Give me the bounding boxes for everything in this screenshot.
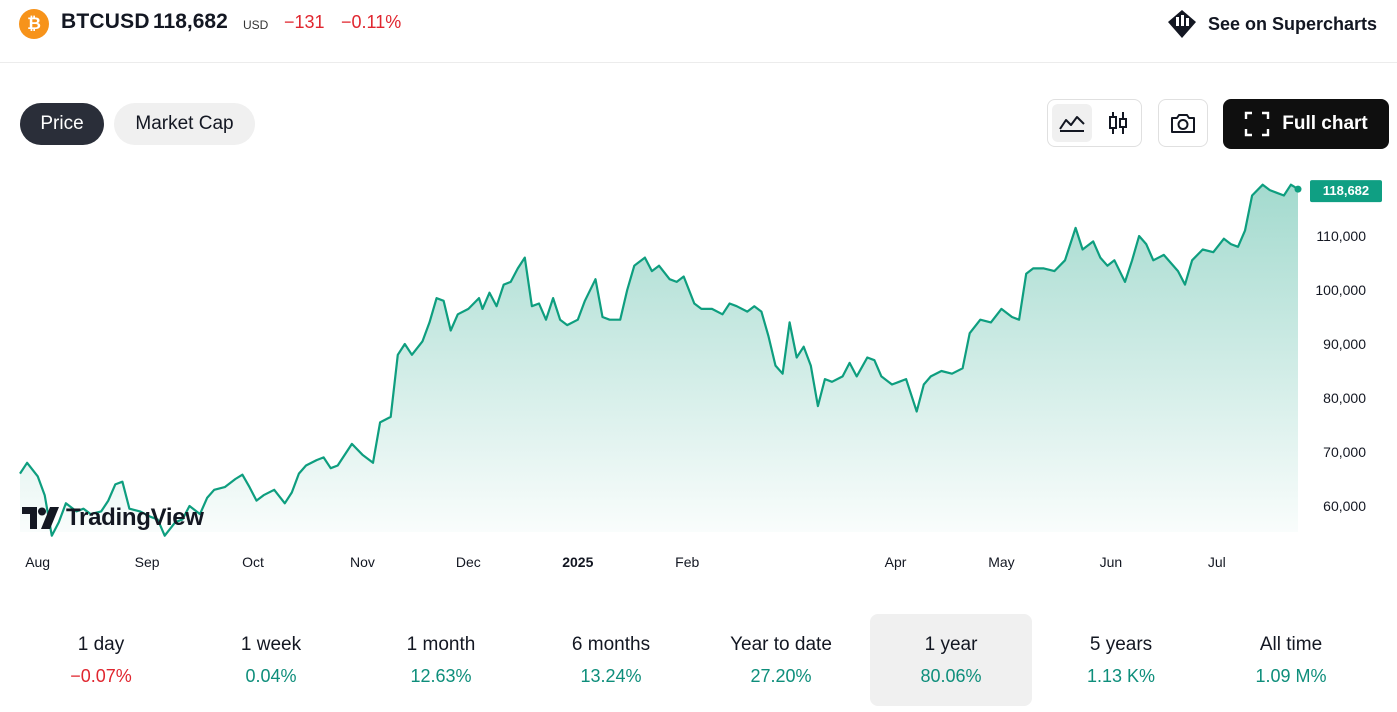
x-tick-label: Sep	[135, 554, 160, 570]
full-chart-button[interactable]: Full chart	[1223, 99, 1389, 149]
bitcoin-icon: ₿	[19, 9, 49, 39]
x-tick-label: Feb	[675, 554, 699, 570]
performance-periods: 1 day −0.07% 1 week 0.04% 1 month 12.63% 6 mon…	[20, 614, 1378, 706]
period-label: 5 years	[1089, 634, 1153, 655]
period-tab[interactable]: 1 week 0.04%	[190, 614, 352, 706]
y-tick-label: 80,000	[1323, 390, 1366, 406]
last-price-label: 118,682	[1310, 180, 1382, 203]
snapshot-button[interactable]	[1158, 99, 1208, 147]
price-change-percent: −0.11%	[341, 12, 402, 32]
candles-chart-button[interactable]	[1098, 104, 1138, 142]
y-tick-label: 110,000	[1316, 228, 1366, 244]
y-tick-label: 60,000	[1323, 498, 1366, 514]
period-tab[interactable]: 6 months 13.24%	[530, 614, 692, 706]
period-label: 6 months	[571, 634, 651, 655]
x-tick-label: Apr	[885, 554, 907, 570]
symbol-header: ₿ BTCUSD 118,682 USD −131 −0.11% See on …	[0, 0, 1397, 63]
x-tick-label: Oct	[242, 554, 264, 570]
y-tick-label: 100,000	[1315, 282, 1366, 298]
currency-label: USD	[243, 18, 269, 32]
chart-type-switcher	[1047, 99, 1142, 147]
symbol-name[interactable]: BTCUSD	[61, 10, 150, 33]
period-change: 1.09 M%	[1255, 666, 1327, 686]
x-tick-label: Nov	[350, 554, 375, 570]
x-tick-label: Aug	[25, 554, 50, 570]
supercharts-icon	[1168, 10, 1196, 38]
area-chart-button[interactable]	[1052, 104, 1092, 142]
period-tab[interactable]: 1 day −0.07%	[20, 614, 182, 706]
x-tick-label: Dec	[456, 554, 481, 570]
period-tab[interactable]: 5 years 1.13 K%	[1040, 614, 1202, 706]
area-chart-icon	[1059, 116, 1085, 132]
period-change: 1.13 K%	[1086, 666, 1156, 686]
period-tab[interactable]: Year to date 27.20%	[700, 614, 862, 706]
x-tick-label: May	[988, 554, 1014, 570]
period-tab[interactable]: 1 month 12.63%	[360, 614, 522, 706]
full-chart-label: Full chart	[1282, 113, 1368, 134]
y-tick-label: 90,000	[1323, 336, 1366, 352]
period-change: −0.07%	[70, 666, 132, 686]
market-cap-toggle[interactable]: Market Cap	[114, 103, 255, 145]
see-on-supercharts-link[interactable]: See on Supercharts	[1166, 7, 1377, 41]
candles-icon	[1109, 112, 1127, 134]
price-change: −131	[284, 12, 325, 32]
period-label: 1 month	[406, 634, 476, 655]
x-axis: Aug Sep Oct Nov Dec 2025 Feb Apr May Jun Jul	[25, 554, 1226, 570]
period-label: 1 year	[924, 634, 978, 655]
last-price-dot	[1294, 185, 1302, 193]
period-tab[interactable]: 1 year 80.06%	[870, 614, 1032, 706]
x-tick-label: Jun	[1100, 554, 1123, 570]
last-price: 118,682	[153, 10, 228, 33]
period-change: 80.06%	[920, 666, 982, 686]
price-toggle[interactable]: Price	[20, 103, 104, 145]
tradingview-wordmark: TradingView	[66, 504, 204, 531]
period-label: All time	[1259, 634, 1323, 655]
period-change: 27.20%	[750, 666, 812, 686]
period-label: 1 day	[77, 634, 125, 655]
period-label: Year to date	[730, 634, 832, 655]
x-tick-label: 2025	[562, 554, 593, 570]
period-change: 0.04%	[245, 666, 297, 686]
y-axis: 110,000 100,000 90,000 80,000 70,000 60,000	[1315, 228, 1366, 514]
price-chart[interactable]: 110,000 100,000 90,000 80,000 70,000 60,000 A…	[0, 170, 1397, 580]
price-line	[19, 183, 1299, 537]
supercharts-label: See on Supercharts	[1208, 13, 1378, 34]
tradingview-watermark: TradingView	[22, 504, 204, 532]
period-label: 1 week	[240, 634, 302, 655]
camera-icon	[1171, 114, 1195, 133]
last-price-label-text: 118,682	[1323, 183, 1369, 198]
period-change: 12.63%	[410, 666, 472, 686]
period-change: 13.24%	[580, 666, 642, 686]
x-tick-label: Jul	[1208, 554, 1226, 570]
tradingview-logo-icon	[22, 507, 59, 529]
period-tab[interactable]: All time 1.09 M%	[1210, 614, 1372, 706]
fullscreen-icon	[1245, 111, 1270, 137]
price-area-fill	[20, 184, 1298, 536]
y-tick-label: 70,000	[1323, 444, 1366, 460]
